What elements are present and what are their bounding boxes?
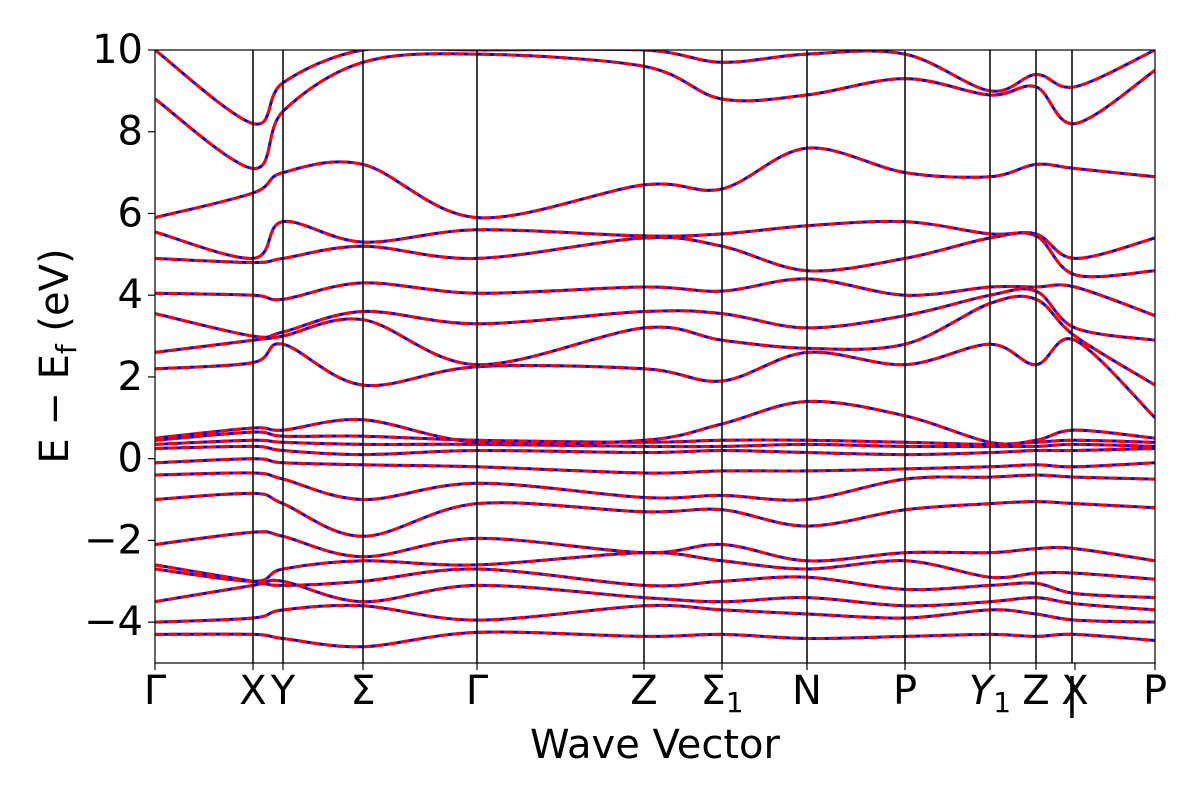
band-line-blue-15: [155, 287, 1155, 342]
band-line-red-4: [155, 551, 1155, 583]
x-tick-label-7: N: [792, 668, 822, 714]
band-line-red-3: [155, 563, 1155, 600]
x-tick-label-sub-9: 1: [993, 686, 1011, 719]
band-line-red-19: [155, 146, 1155, 220]
band-line-red-6: [155, 491, 1155, 538]
x-tick-label-main-6: Σ: [700, 668, 725, 714]
band-line-red-20: [155, 52, 1155, 170]
band-line-blue-14: [155, 294, 1155, 387]
x-axis-label: Wave Vector: [530, 722, 781, 768]
band-line-red-21: [155, 50, 1155, 126]
band-line-red-2: [155, 578, 1155, 612]
x-tick-label-6: Σ1: [700, 668, 743, 719]
band-line-red-14: [155, 294, 1155, 387]
x-tick-label-main-0: Γ: [144, 668, 167, 714]
x-tick-label-sub-6: 1: [726, 686, 744, 719]
y-axis-label: E − Ef (eV): [32, 248, 83, 463]
x-tick-label-0: Γ: [144, 668, 167, 714]
x-tick-label-main-4: Γ: [466, 668, 489, 714]
y-tick-label-3: 2: [118, 354, 143, 400]
x-tick-label-2: Y: [270, 668, 296, 714]
y-axis-ticks: −4 −2 0 2 4 6 8 10: [84, 27, 155, 645]
band-line-blue-6: [155, 491, 1155, 538]
band-line-blue-3: [155, 563, 1155, 600]
band-line-blue-21: [155, 50, 1155, 126]
y-tick-label-2: 0: [118, 436, 143, 482]
x-tick-label-main-7: N: [792, 668, 822, 714]
x-tick-label-8: P: [893, 668, 917, 714]
x-tick-label-11: X: [1061, 668, 1088, 714]
band-line-red-13: [155, 337, 1155, 419]
y-tick-label-1: −2: [84, 517, 143, 563]
band-line-red-15: [155, 287, 1155, 342]
kpoint-divider-lines: [252, 50, 1073, 663]
y-tick-label-0: −4: [84, 599, 143, 645]
y-tick-label-6: 8: [118, 109, 143, 155]
band-line-red-16: [155, 277, 1155, 318]
band-line-blue-5: [155, 530, 1155, 563]
x-axis-kpoint-labels: Γ X Y Σ Γ Z Σ1 N P Y1 Z X P|: [144, 663, 1167, 719]
y-tick-label-7: 10: [92, 27, 143, 73]
band-line-red-12: [155, 399, 1155, 446]
band-line-red-5: [155, 530, 1155, 563]
y-axis-label-unit: (eV): [32, 248, 78, 344]
band-line-red-9: [155, 444, 1155, 457]
band-lines: [155, 50, 1155, 649]
x-tick-label-main-8: P: [893, 668, 917, 714]
x-tick-label-3: Σ: [350, 668, 375, 714]
x-tick-label-4: Γ: [466, 668, 489, 714]
y-tick-label-5: 6: [118, 190, 143, 236]
y-axis-label-main: E − E: [32, 354, 78, 464]
band-line-red-10: [155, 438, 1155, 449]
band-line-red-17: [155, 231, 1155, 279]
x-tick-label-main-10: Z: [1022, 668, 1049, 714]
x-tick-label-1: X: [239, 668, 266, 714]
band-line-red-7: [155, 471, 1155, 502]
path-break-label: |: [1065, 669, 1079, 718]
x-tick-label-10: Z: [1022, 668, 1049, 714]
x-tick-label-main-2: Y: [270, 668, 296, 714]
band-line-blue-13: [155, 337, 1155, 419]
plot-frame: [154, 49, 1156, 664]
x-tick-label-main-12: P: [1143, 668, 1167, 714]
x-tick-label-main-1: X: [239, 668, 266, 714]
x-tick-label-main-3: Σ: [350, 668, 375, 714]
x-tick-label-12: P: [1143, 668, 1167, 714]
x-tick-label-9: Y1: [969, 668, 1011, 719]
x-tick-label-main-11: X: [1061, 668, 1088, 714]
band-line-red-18: [155, 219, 1155, 260]
band-line-red-1: [155, 603, 1155, 624]
x-tick-label-5: Z: [630, 668, 657, 714]
x-tick-label-main-5: Z: [630, 668, 657, 714]
x-tick-label-main-9: Y: [969, 668, 997, 714]
band-line-red-8: [155, 457, 1155, 475]
band-line-red-0: [155, 630, 1155, 649]
y-axis-label-sub: f: [50, 343, 83, 354]
y-tick-label-4: 4: [118, 272, 143, 318]
